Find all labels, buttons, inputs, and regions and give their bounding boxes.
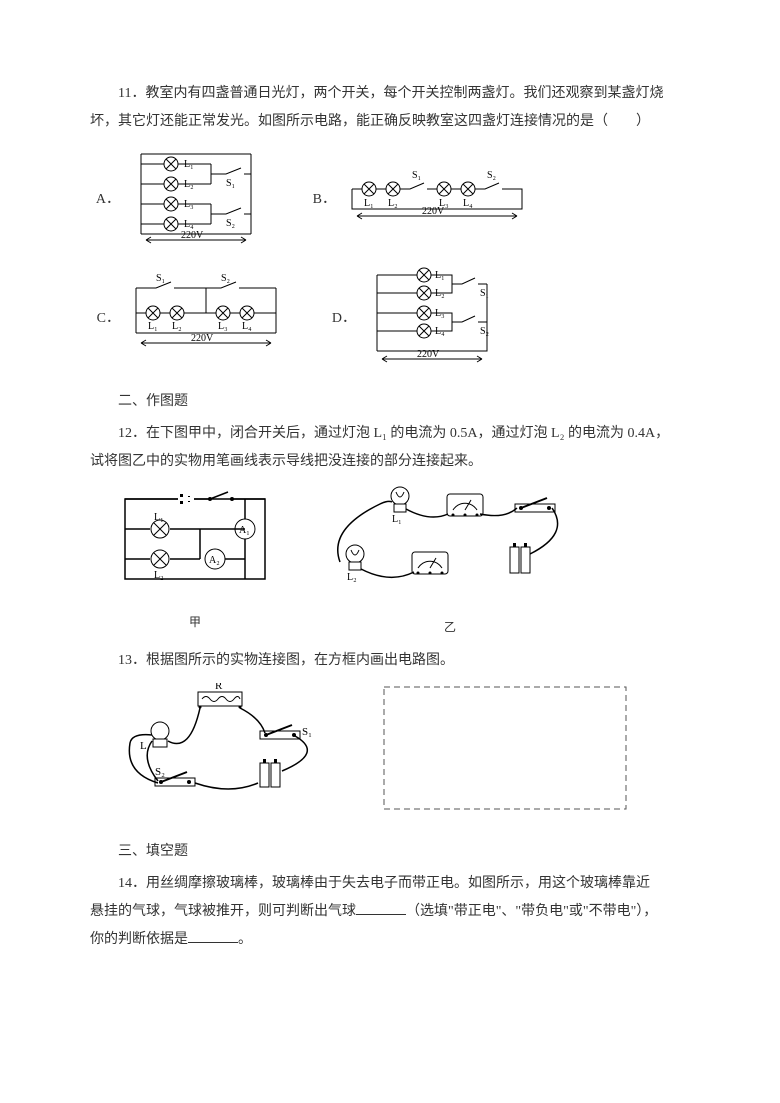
q12-cap-jia: 甲: [110, 610, 280, 634]
svg-text:R: R: [215, 683, 223, 692]
label-L4: L₄: [184, 219, 194, 230]
svg-text:L₁: L₁: [148, 321, 158, 332]
q12-cap-yi: 乙: [320, 615, 580, 639]
q14-blank1: [356, 900, 406, 915]
section3-title: 三、填空题: [90, 838, 690, 866]
q13-figures: R L S₁: [110, 683, 690, 824]
svg-text:L₄: L₄: [463, 198, 473, 209]
q14-blank2: [188, 928, 238, 943]
section2-title: 二、作图题: [90, 388, 690, 416]
svg-text:S₂: S₂: [155, 766, 165, 778]
svg-text:S₁: S₁: [412, 170, 421, 181]
q11-row-cd: C． S₁ S₂ L₁ L₂: [90, 263, 690, 374]
svg-text:S₁: S₁: [302, 726, 312, 738]
q11-label-d: D．: [326, 305, 362, 333]
svg-text:L₁: L₁: [154, 512, 164, 523]
q11-label-a: A．: [90, 186, 126, 214]
q11-text: 11．教室内有四盏普通日光灯，两个开关，每个开关控制两盏灯。我们还观察到某盏灯烧…: [90, 80, 690, 136]
svg-text:L₁: L₁: [392, 514, 402, 525]
q11-row-ab: A． L₁ L₂ L₃: [90, 144, 690, 255]
svg-text:A₂: A₂: [209, 555, 220, 566]
q11-fig-a: L₁ L₂ L₃ L₄ S₁ S₂ 220V: [126, 144, 266, 255]
q11-fig-c: S₁ S₂ L₁ L₂ L₃ L₄ 220V: [126, 273, 286, 364]
svg-text:L₂: L₂: [172, 321, 182, 332]
q14-line1: 14．用丝绸摩擦玻璃棒，玻璃棒由于失去电子而带正电。如图所示，用这个玻璃棒靠近: [90, 870, 690, 898]
label-L1: L₁: [184, 159, 194, 170]
svg-text:L₃: L₃: [218, 321, 228, 332]
q12-fig-yi: L₁ L₂: [320, 484, 580, 639]
label-L2: L₂: [184, 179, 194, 190]
svg-text:L₃: L₃: [435, 308, 445, 319]
label-S2: S₂: [226, 218, 235, 229]
q11-label-c: C．: [90, 305, 126, 333]
svg-text:L₄: L₄: [435, 326, 445, 337]
svg-text:220V: 220V: [422, 206, 445, 217]
q14-line2: 悬挂的气球，气球被推开，则可判断出气球（选填"带正电"、"带负电"或"不带电"）…: [90, 898, 690, 926]
q11-fig-b: S₁ S₂ L₁ L₂ L₃ L₄ 220V: [342, 164, 532, 235]
q14-line3: 你的判断依据是。: [90, 926, 690, 954]
svg-text:S₂: S₂: [480, 326, 489, 337]
svg-text:A₁: A₁: [239, 525, 250, 536]
svg-text:L₁: L₁: [435, 270, 445, 281]
label-L3: L₃: [184, 199, 194, 210]
q13-answer-box: [380, 683, 630, 824]
svg-text:L: L: [140, 740, 147, 752]
q13-fig-phys: R L S₁: [110, 683, 340, 814]
q13-text: 13．根据图所示的实物连接图，在方框内画出电路图。: [90, 647, 690, 675]
svg-text:S₂: S₂: [487, 170, 496, 181]
q12-text-b: 试将图乙中的实物用笔画线表示导线把没连接的部分连接起来。: [90, 448, 690, 476]
svg-text:S₁: S₁: [156, 273, 165, 284]
svg-text:L₂: L₂: [347, 572, 357, 583]
svg-text:L₂: L₂: [388, 198, 398, 209]
svg-text:S₂: S₂: [221, 273, 230, 284]
svg-text:L₁: L₁: [364, 198, 374, 209]
label-220v-a: 220V: [181, 230, 204, 241]
svg-text:220V: 220V: [191, 333, 214, 344]
q12-figures: A₁ A₂ L₁ L₂ 甲: [110, 484, 690, 639]
svg-text:L₂: L₂: [435, 288, 445, 299]
q11-fig-d: L₁ L₂ L₃ L₄ S₁ S₂ 220V: [362, 263, 502, 374]
label-S1: S₁: [226, 178, 235, 189]
q12-text-a: 12．在下图甲中，闭合开关后，通过灯泡 L₁ 的电流为 0.5A，通过灯泡 L₂…: [90, 420, 690, 448]
svg-text:L₂: L₂: [154, 570, 164, 581]
svg-text:220V: 220V: [417, 349, 440, 360]
q11-label-b: B．: [306, 186, 342, 214]
q12-fig-jia: A₁ A₂ L₁ L₂ 甲: [110, 484, 280, 634]
svg-text:L₄: L₄: [242, 321, 252, 332]
svg-text:S₁: S₁: [480, 288, 489, 299]
